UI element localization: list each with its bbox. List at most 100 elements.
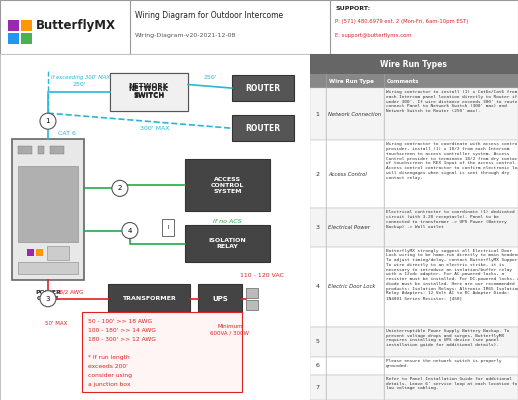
Bar <box>310 375 518 400</box>
Text: If no ACS: If no ACS <box>213 219 242 224</box>
Text: ButterflyMX: ButterflyMX <box>36 20 116 32</box>
Text: TRANSFORMER: TRANSFORMER <box>122 296 176 301</box>
Bar <box>12 139 84 280</box>
Text: Please ensure the network switch is properly
grounded.: Please ensure the network switch is prop… <box>386 359 501 368</box>
Text: 2: 2 <box>316 172 320 177</box>
Text: Electric Door Lock: Electric Door Lock <box>328 284 375 289</box>
Text: ROUTER: ROUTER <box>245 124 280 133</box>
Text: ISOLATION: ISOLATION <box>208 238 246 243</box>
Bar <box>110 73 188 111</box>
Text: 250': 250' <box>72 82 86 87</box>
Text: NETWORK: NETWORK <box>129 86 169 92</box>
Text: Wire Run Type: Wire Run Type <box>329 78 373 84</box>
Text: SYSTEM: SYSTEM <box>213 189 241 194</box>
Text: 3: 3 <box>46 296 50 302</box>
Bar <box>232 115 294 141</box>
Text: I: I <box>167 225 169 230</box>
Bar <box>310 88 518 140</box>
Circle shape <box>112 180 128 196</box>
Bar <box>36 248 43 256</box>
Text: Wiring contractor to install (1) x Cat6e/Cat6 from
each Intercom panel location : Wiring contractor to install (1) x Cat6e… <box>386 90 518 113</box>
Bar <box>310 208 518 246</box>
Text: a junction box: a junction box <box>88 382 131 388</box>
Circle shape <box>40 113 56 129</box>
Bar <box>82 312 242 392</box>
Text: 4: 4 <box>316 284 320 289</box>
Bar <box>185 159 270 212</box>
Bar <box>14 143 82 157</box>
Text: E: support@butterflymx.com: E: support@butterflymx.com <box>335 34 411 38</box>
Bar <box>8 33 19 44</box>
Bar <box>27 248 34 256</box>
Circle shape <box>40 291 56 307</box>
Bar <box>246 288 258 298</box>
Text: ROUTER: ROUTER <box>245 84 280 92</box>
Bar <box>246 300 258 310</box>
Bar <box>21 20 32 31</box>
Bar <box>8 20 19 31</box>
Text: 300' MAX: 300' MAX <box>140 126 169 131</box>
Text: CONTROL: CONTROL <box>211 183 244 188</box>
Text: 5: 5 <box>316 339 320 344</box>
Bar <box>310 54 518 74</box>
Text: Comments: Comments <box>387 78 420 84</box>
Text: 50 - 100' >> 18 AWG: 50 - 100' >> 18 AWG <box>88 319 152 324</box>
Text: POWER
CABLE: POWER CABLE <box>35 290 61 302</box>
Circle shape <box>122 222 138 238</box>
Bar <box>232 75 294 101</box>
Bar <box>162 220 174 236</box>
Bar <box>50 146 64 154</box>
Text: P: (571) 480.6979 ext. 2 (Mon-Fri, 6am-10pm EST): P: (571) 480.6979 ext. 2 (Mon-Fri, 6am-1… <box>335 20 468 24</box>
Text: Uninterruptible Power Supply Battery Backup. To
prevent voltage drops and surges: Uninterruptible Power Supply Battery Bac… <box>386 329 509 347</box>
Text: Refer to Panel Installation Guide for additional
details. Leave 6' service loop : Refer to Panel Installation Guide for ad… <box>386 377 518 390</box>
Text: Network Connection: Network Connection <box>328 112 381 117</box>
Bar <box>310 140 518 208</box>
Bar <box>110 73 188 111</box>
Text: Access Control: Access Control <box>328 172 367 177</box>
Text: exceeds 200': exceeds 200' <box>88 364 128 370</box>
Text: Wiring Diagram for Outdoor Intercome: Wiring Diagram for Outdoor Intercome <box>135 12 283 20</box>
Bar <box>310 327 518 357</box>
Text: 180 - 300' >> 12 AWG: 180 - 300' >> 12 AWG <box>88 337 156 342</box>
Text: 1: 1 <box>46 118 50 124</box>
Text: 7: 7 <box>316 385 320 390</box>
Bar <box>310 74 518 88</box>
Text: 2: 2 <box>118 185 122 191</box>
Text: ACCESS: ACCESS <box>214 177 241 182</box>
Bar <box>310 246 518 327</box>
Bar <box>38 146 44 154</box>
Text: Wire Run Types: Wire Run Types <box>380 60 448 68</box>
Text: SWITCH: SWITCH <box>133 92 164 98</box>
Bar <box>198 284 242 314</box>
Bar <box>18 146 32 154</box>
Text: NETWORK: NETWORK <box>129 83 169 89</box>
Text: 18/2 AWG: 18/2 AWG <box>56 289 83 294</box>
Text: * If run length: * If run length <box>88 355 130 360</box>
Text: If exceeding 300' MAX: If exceeding 300' MAX <box>51 74 110 80</box>
Text: SWITCH: SWITCH <box>133 94 164 100</box>
Text: Electrical contractor to coordinate (1) dedicated
circuit (with 3-20 receptacle): Electrical contractor to coordinate (1) … <box>386 210 514 229</box>
Text: RELAY: RELAY <box>217 244 238 249</box>
Text: Minimum
600VA / 300W: Minimum 600VA / 300W <box>210 324 249 335</box>
Text: UPS: UPS <box>212 296 228 302</box>
Bar <box>18 262 78 274</box>
Text: Electrical Power: Electrical Power <box>328 225 370 230</box>
Text: Wiring-Diagram-v20-2021-12-08: Wiring-Diagram-v20-2021-12-08 <box>135 34 236 38</box>
Text: 4: 4 <box>128 228 132 234</box>
Text: 110 - 120 VAC: 110 - 120 VAC <box>240 273 284 278</box>
Text: ButterflyMX strongly suggest all Electrical Door
Lock wiring to be home-run dire: ButterflyMX strongly suggest all Electri… <box>386 248 518 300</box>
Text: SUPPORT:: SUPPORT: <box>335 6 370 10</box>
Bar <box>108 284 190 314</box>
Text: 1: 1 <box>316 112 320 117</box>
Bar <box>310 357 518 375</box>
Text: 250': 250' <box>203 76 217 80</box>
Text: consider using: consider using <box>88 374 132 378</box>
Text: CAT 6: CAT 6 <box>58 131 76 136</box>
Text: 3: 3 <box>316 225 320 230</box>
Text: 100 - 180' >> 14 AWG: 100 - 180' >> 14 AWG <box>88 328 156 333</box>
Text: 6: 6 <box>316 364 320 368</box>
Bar <box>185 226 270 262</box>
Text: 50' MAX: 50' MAX <box>45 321 67 326</box>
Bar <box>18 166 78 242</box>
Text: Wiring contractor to coordinate with access control
provider, install (1) x 18/2: Wiring contractor to coordinate with acc… <box>386 142 518 180</box>
